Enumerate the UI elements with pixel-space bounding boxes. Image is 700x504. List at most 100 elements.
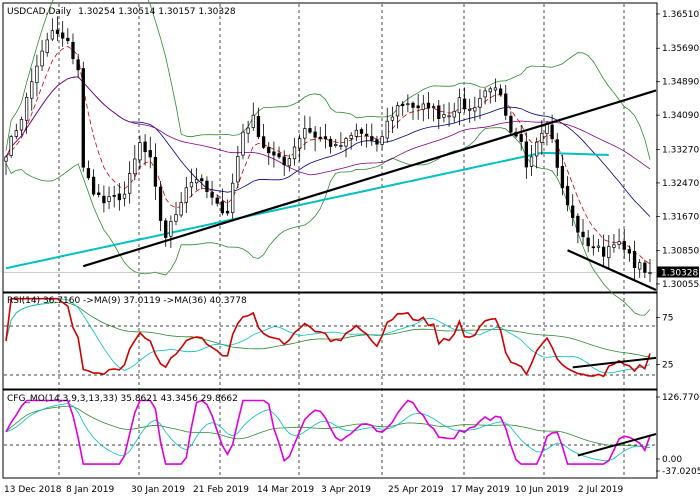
candle-body xyxy=(328,138,333,147)
candle-body xyxy=(282,156,286,166)
candle-body xyxy=(256,116,261,137)
ma-cyan xyxy=(5,151,609,270)
candle-body xyxy=(251,114,255,128)
candle-body xyxy=(560,166,565,189)
candle-body xyxy=(447,115,451,118)
candle-body xyxy=(571,205,575,218)
candle-body xyxy=(339,145,343,147)
candle-body xyxy=(179,202,183,216)
price-tick-label: 1.34090 xyxy=(662,111,699,121)
candle-body xyxy=(612,244,616,248)
time-axis: 13 Dec 2018 8 Jan 2019 30 Jan 2019 21 Feb 2… xyxy=(4,485,623,495)
candle-body xyxy=(349,135,353,139)
candle-body xyxy=(19,119,24,131)
candle-body xyxy=(421,103,425,110)
candle-body xyxy=(169,221,173,237)
candle-body xyxy=(313,131,317,138)
symbol-label: USDCAD,Daily 1.30254 1.30514 1.30157 1.3… xyxy=(7,7,236,17)
candle-body xyxy=(586,237,590,247)
candle-body xyxy=(431,106,436,108)
candle-body xyxy=(261,136,266,148)
cfg-tick-label: 0.00 xyxy=(662,455,682,465)
candle-body xyxy=(509,115,513,133)
time-axis-label: 13 Dec 2018 xyxy=(4,485,62,495)
ma-purple xyxy=(5,76,651,176)
candle-body xyxy=(292,146,297,160)
candle-body xyxy=(86,168,91,179)
candle-body xyxy=(638,262,642,270)
price-axis: 1.36510 1.35690 1.34890 1.34090 1.33270 1.324… xyxy=(656,10,699,290)
price-tick-label: 1.30055 xyxy=(662,280,699,290)
price-tick-label: 1.30850 xyxy=(662,247,699,257)
candle-body xyxy=(535,141,539,157)
candle-body xyxy=(555,139,559,168)
time-axis-label: 2 Jul 2019 xyxy=(578,485,623,495)
candle-body xyxy=(55,29,60,34)
candle-body xyxy=(442,114,446,118)
candle-body xyxy=(122,193,127,199)
price-tick-label: 1.36510 xyxy=(662,10,699,20)
candle-body xyxy=(102,195,106,204)
candle-body xyxy=(416,105,420,109)
candle-body xyxy=(643,262,647,273)
candle-body xyxy=(370,136,374,141)
candle-body xyxy=(308,128,312,133)
candle-body xyxy=(576,215,580,233)
candle-body xyxy=(550,124,554,140)
candle-body xyxy=(61,32,65,39)
candle-body xyxy=(35,65,39,84)
candle-body xyxy=(462,98,467,110)
candle-body xyxy=(596,245,601,248)
candle-body xyxy=(14,130,18,137)
candle-body xyxy=(632,251,637,268)
candle-body xyxy=(24,96,29,121)
price-panel[interactable] xyxy=(2,2,658,293)
candle-body xyxy=(107,196,111,202)
candle-body xyxy=(524,141,529,168)
time-axis-label: 17 May 2019 xyxy=(451,485,510,495)
candle-body xyxy=(241,131,245,156)
candle-body xyxy=(406,103,410,106)
candle-body xyxy=(380,136,384,145)
candle-body xyxy=(225,210,230,214)
cfg-tick-label: -37.0205 xyxy=(662,467,700,477)
candle-body xyxy=(323,136,328,140)
candle-body xyxy=(81,68,85,168)
candlesticks xyxy=(4,16,652,283)
candle-body xyxy=(504,93,508,116)
candle-body xyxy=(498,88,503,95)
cfg-slow xyxy=(5,405,651,448)
candle-body xyxy=(540,132,544,143)
candle-body xyxy=(591,246,595,249)
candle-body xyxy=(607,246,611,259)
candle-body xyxy=(385,120,389,139)
time-axis-label: 21 Feb 2019 xyxy=(193,485,249,495)
trendlines xyxy=(82,89,657,457)
candle-body xyxy=(457,97,462,114)
candle-body xyxy=(246,127,250,134)
candle-body xyxy=(401,103,405,107)
time-axis-label: 30 Jan 2019 xyxy=(131,485,185,495)
candle-body xyxy=(4,156,8,162)
rsi-label: RSI(14) 36.7160 ->MA(9) 37.0119 ->MA(36)… xyxy=(7,296,247,306)
candle-body xyxy=(153,156,158,187)
candle-body xyxy=(581,231,585,238)
cfg-label: CFG_MO(14,3,9,3,13,33) 35.8621 43.3456 2… xyxy=(7,394,238,404)
candle-body xyxy=(529,156,534,167)
time-axis-label: 14 Mar 2019 xyxy=(257,485,314,495)
time-axis-label: 25 Apr 2019 xyxy=(388,485,444,495)
candle-body xyxy=(174,214,178,222)
price-tick-label: 1.35690 xyxy=(662,44,699,54)
candle-body xyxy=(127,173,132,194)
rsi-axis: 75 25 xyxy=(656,314,673,371)
rsi-ma36 xyxy=(5,302,651,358)
candle-body xyxy=(45,39,49,53)
bollinger-upper xyxy=(5,0,651,160)
candle-body xyxy=(354,129,358,137)
price-tick-label: 1.33270 xyxy=(662,146,699,156)
candle-body xyxy=(473,107,477,112)
price-tick-label: 1.32470 xyxy=(662,179,699,189)
rsi-trendline xyxy=(572,356,657,369)
candle-body xyxy=(164,220,168,238)
